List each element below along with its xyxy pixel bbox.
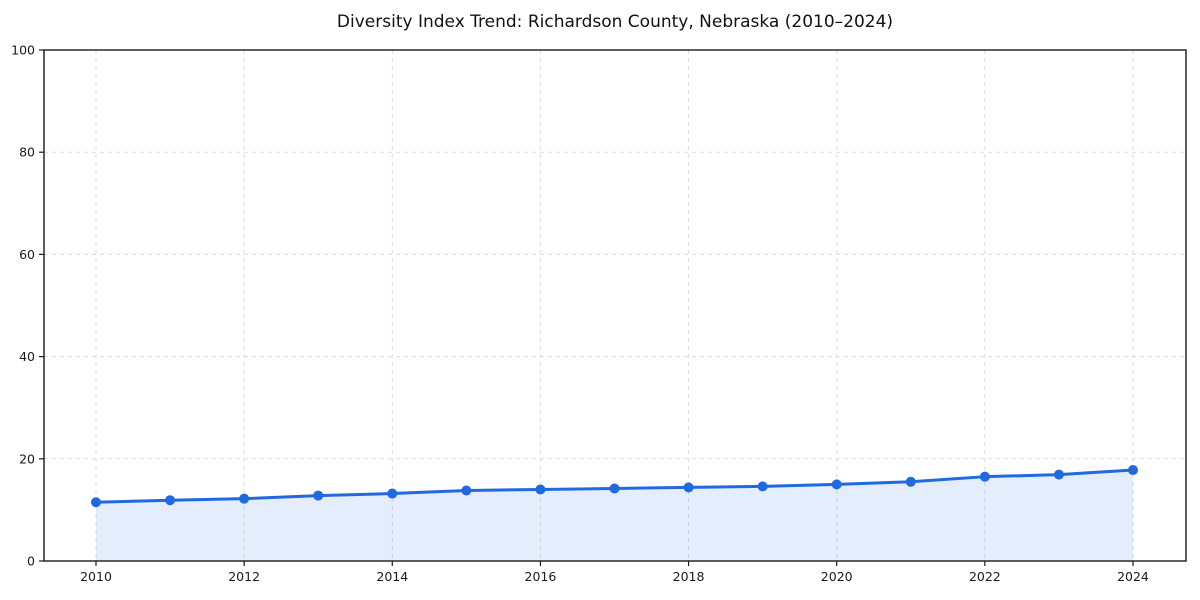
x-tick-label: 2022 (969, 569, 1001, 584)
data-point (239, 493, 250, 504)
data-point (313, 490, 324, 501)
y-tick-label: 100 (11, 43, 35, 58)
data-point (757, 481, 768, 492)
x-tick-label: 2014 (376, 569, 408, 584)
data-point (165, 495, 176, 506)
x-tick-label: 2018 (673, 569, 705, 584)
data-point (979, 471, 990, 482)
y-tick-label: 80 (19, 145, 35, 160)
data-point (1053, 469, 1064, 480)
x-tick-label: 2012 (228, 569, 260, 584)
chart-title: Diversity Index Trend: Richardson County… (336, 12, 894, 32)
data-point (387, 488, 398, 499)
data-point (905, 476, 916, 487)
x-tick-label: 2024 (1117, 569, 1149, 584)
data-point (535, 484, 546, 495)
plot-border (43, 49, 1187, 562)
data-point (1127, 465, 1138, 476)
x-tick-label: 2016 (525, 569, 557, 584)
x-tick-label: 2010 (80, 569, 112, 584)
y-tick-label: 20 (19, 451, 35, 466)
data-point (831, 479, 842, 490)
data-point (609, 483, 620, 494)
data-point (461, 485, 472, 496)
y-tick-label: 0 (27, 554, 35, 569)
y-tick-label: 40 (19, 349, 35, 364)
y-tick-label: 60 (19, 247, 35, 262)
area-fill (96, 470, 1133, 561)
data-point (91, 497, 101, 508)
data-point (683, 482, 694, 493)
x-tick-label: 2020 (821, 569, 853, 584)
